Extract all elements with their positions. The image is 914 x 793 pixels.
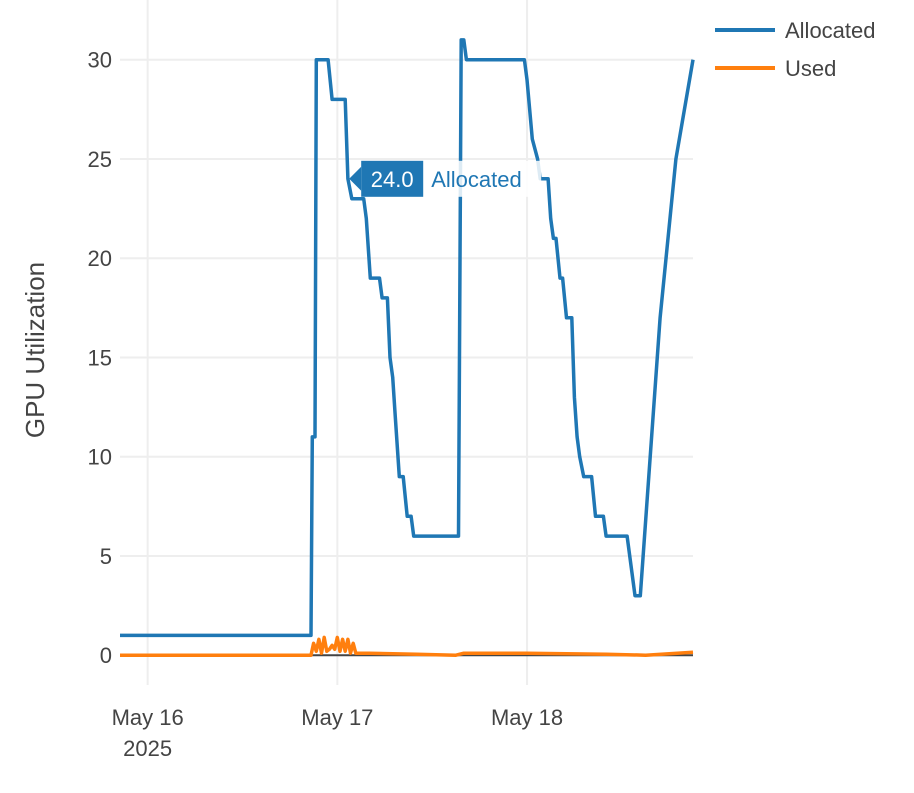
series-line-used[interactable] — [120, 635, 694, 657]
legend-item-used[interactable]: Used — [715, 56, 836, 81]
x-tick-label: May 17 — [301, 705, 373, 730]
x-tick-label: May 18 — [491, 705, 563, 730]
legend-label-used: Used — [785, 56, 836, 81]
hover-tooltip: 24.0 Allocated — [349, 160, 542, 197]
legend-label-allocated: Allocated — [785, 18, 876, 43]
series-allocated[interactable] — [118, 38, 695, 638]
hover-label: 24.0 Allocated — [349, 160, 542, 197]
y-tick-label: 10 — [88, 445, 112, 470]
y-axis-title: GPU Utilization — [20, 262, 50, 438]
y-tick-label: 25 — [88, 147, 112, 172]
hover-name-bg — [425, 160, 542, 197]
y-axis-ticks: 0 5 10 15 20 25 30 — [88, 48, 112, 669]
legend-item-allocated[interactable]: Allocated — [715, 18, 876, 43]
x-tick-label: May 16 — [112, 705, 184, 730]
grid — [120, 0, 693, 685]
x-axis-ticks: May 16 2025 May 17 May 18 — [112, 705, 564, 761]
hover-name-text: Allocated — [431, 167, 522, 192]
hover-value-box — [361, 160, 424, 197]
y-tick-label: 5 — [100, 544, 112, 569]
y-tick-label: 30 — [88, 48, 112, 73]
y-tick-label: 0 — [100, 643, 112, 668]
y-tick-label: 20 — [88, 246, 112, 271]
hover-value-text: 24.0 — [371, 167, 414, 192]
x-tick-sublabel: 2025 — [123, 736, 172, 761]
legend[interactable]: Allocated Used — [715, 18, 876, 81]
y-tick-label: 15 — [88, 345, 112, 370]
series-layer[interactable] — [118, 38, 695, 657]
series-line-allocated[interactable] — [120, 38, 695, 638]
hover-arrow — [349, 166, 362, 191]
series-used[interactable] — [118, 635, 695, 657]
